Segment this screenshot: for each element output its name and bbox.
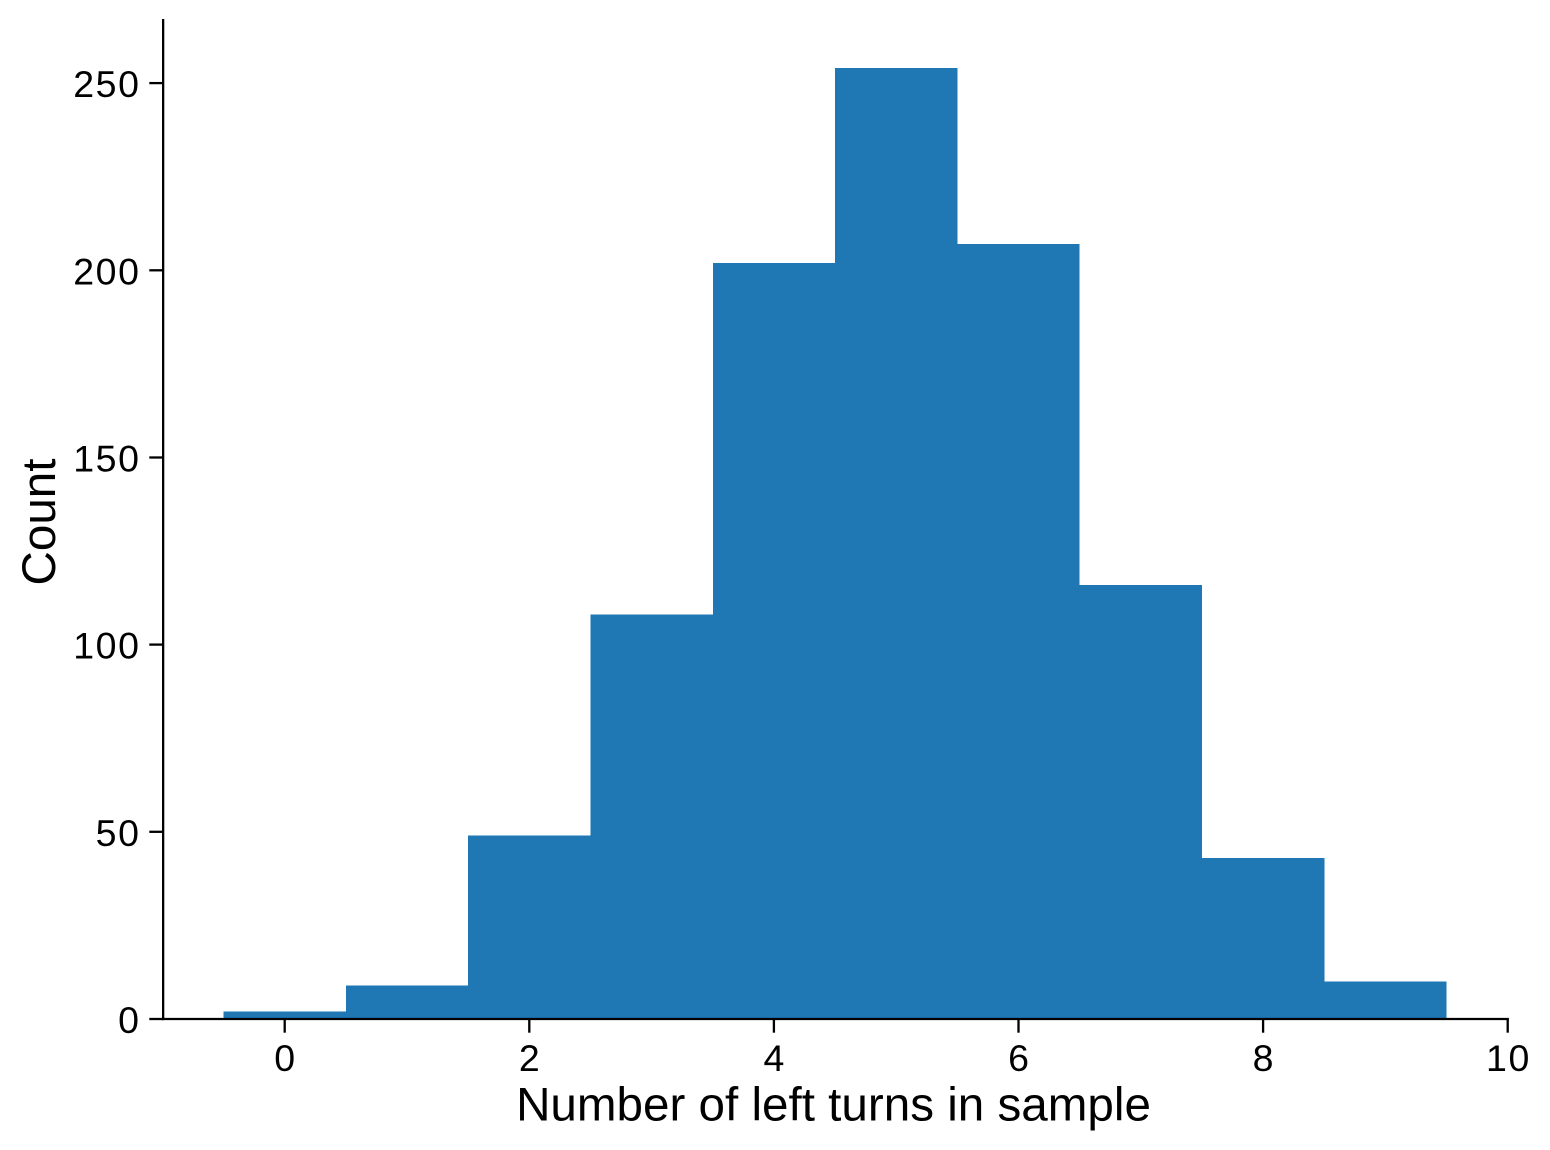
svg-text:0: 0 (274, 1037, 296, 1079)
svg-text:150: 150 (73, 438, 140, 480)
svg-text:Number of left turns in sample: Number of left turns in sample (516, 1079, 1151, 1132)
svg-text:Count: Count (13, 458, 66, 585)
svg-text:8: 8 (1253, 1037, 1275, 1079)
svg-text:250: 250 (73, 63, 140, 105)
svg-text:4: 4 (763, 1037, 785, 1079)
svg-text:6: 6 (1008, 1037, 1030, 1079)
svg-text:0: 0 (118, 999, 140, 1041)
svg-text:50: 50 (96, 812, 141, 854)
svg-text:2: 2 (519, 1037, 541, 1079)
svg-text:10: 10 (1486, 1037, 1531, 1079)
svg-text:100: 100 (73, 625, 140, 667)
svg-text:200: 200 (73, 250, 140, 292)
